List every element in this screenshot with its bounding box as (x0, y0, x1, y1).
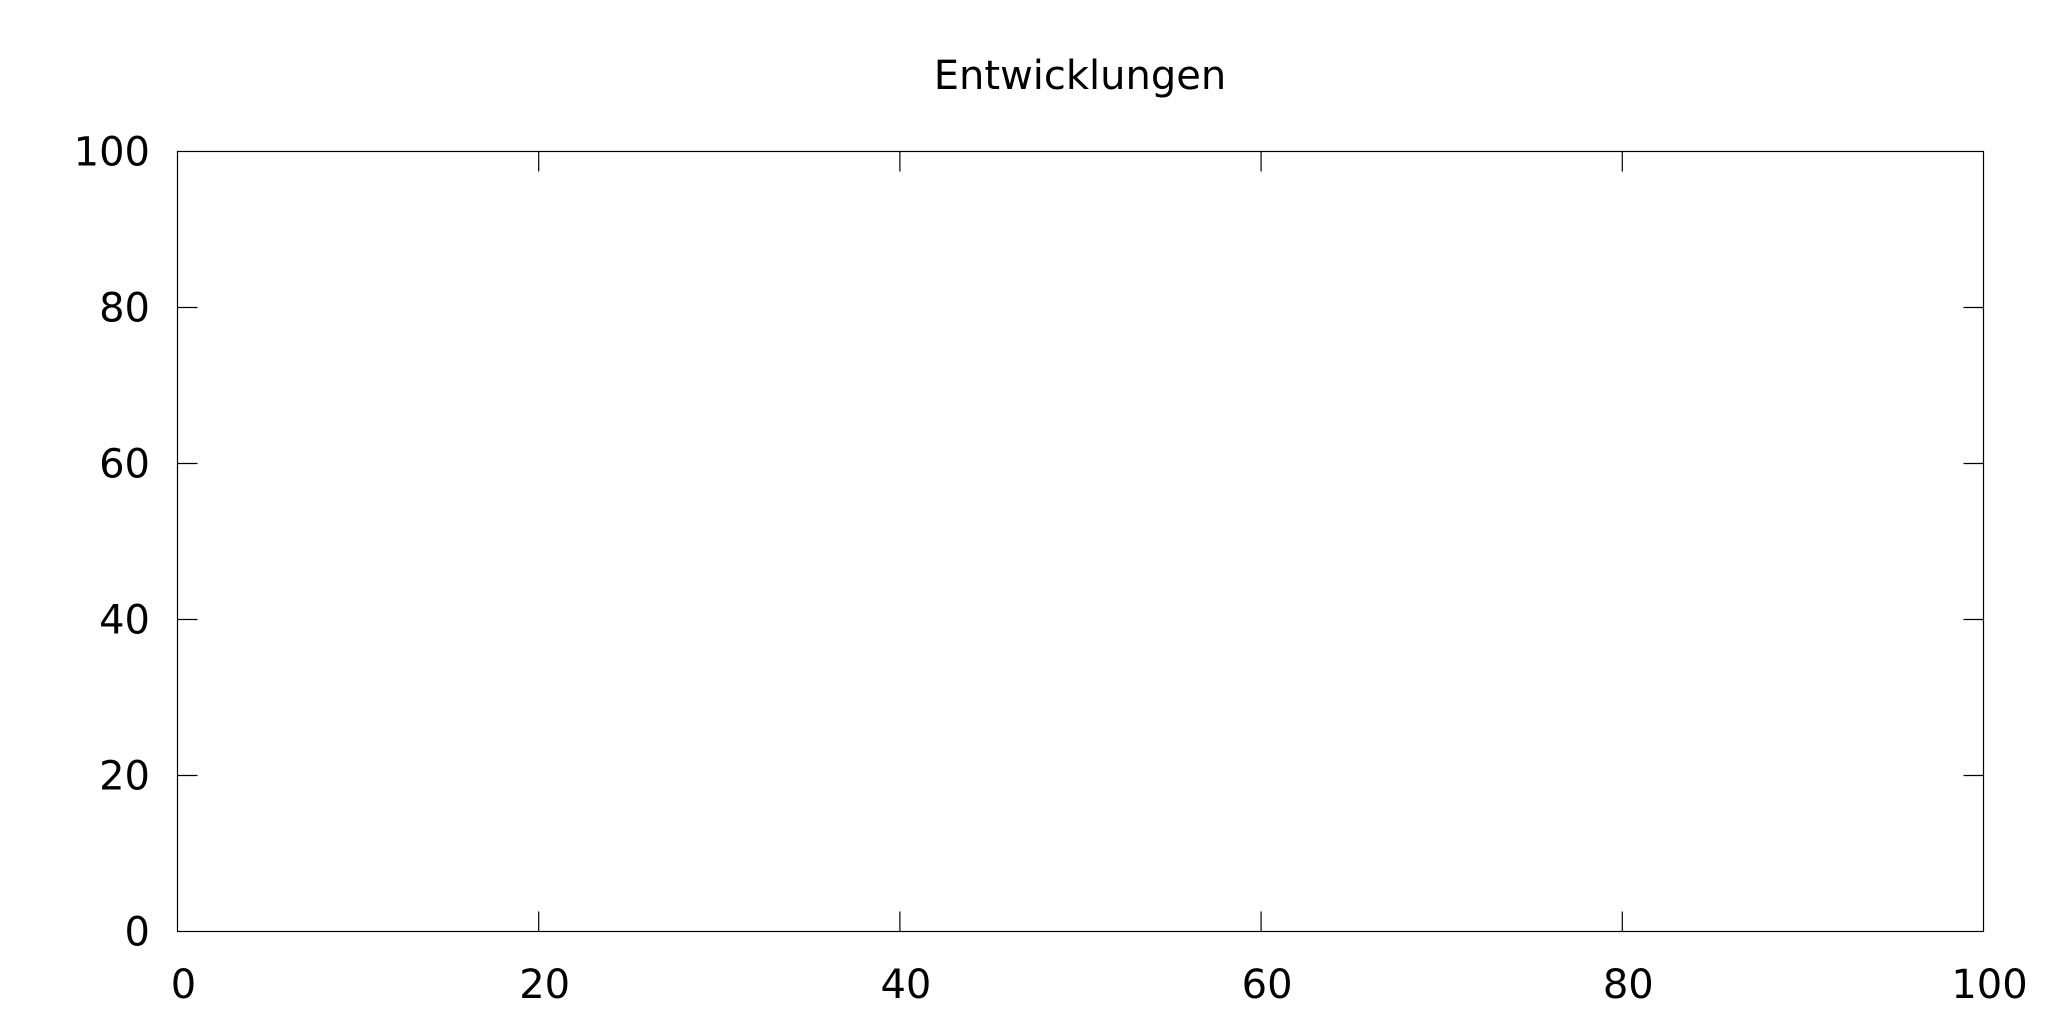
plot-area-frame (176, 150, 1985, 933)
x-tick-label: 0 (171, 962, 196, 1008)
y-tick-label: 20 (99, 754, 150, 800)
x-axis-tick-labels: 0 20 40 60 80 100 (171, 962, 2028, 1008)
x-tick-label: 20 (519, 962, 570, 1008)
x-tick-label: 80 (1603, 962, 1654, 1008)
y-tick-label: 60 (99, 442, 150, 488)
y-tick-label: 0 (125, 910, 150, 956)
x-tick-label: 40 (880, 962, 931, 1008)
chart-title: Entwicklungen (934, 53, 1226, 99)
x-axis-ticks (538, 151, 1623, 932)
y-axis-tick-labels: 0 20 40 60 80 100 (74, 130, 150, 956)
y-axis-ticks (177, 306, 1984, 777)
y-tick-label: 100 (74, 130, 150, 176)
y-tick-label: 40 (99, 598, 150, 644)
x-tick-label: 100 (1951, 962, 2027, 1008)
x-tick-label: 60 (1242, 962, 1293, 1008)
y-tick-label: 80 (99, 286, 150, 332)
